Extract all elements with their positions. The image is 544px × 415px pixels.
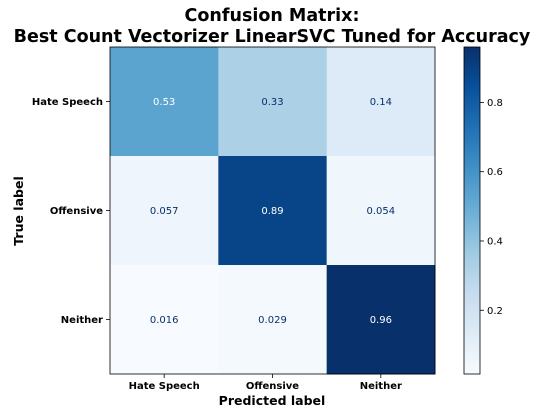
heatmap-cell — [110, 47, 219, 157]
colorbar-tick-label: 0.4 — [487, 236, 503, 247]
colorbar-tick-label: 0.8 — [487, 98, 503, 109]
x-tick-label: Offensive — [246, 381, 299, 392]
x-tick-label: Neither — [360, 381, 402, 392]
y-tick-label: Offensive — [50, 206, 103, 217]
heatmap-cell — [326, 156, 436, 266]
colorbar — [463, 46, 481, 375]
heatmap-cell — [218, 47, 328, 157]
cell-value-label: 0.016 — [150, 315, 179, 326]
cell-value-label: 0.53 — [153, 97, 175, 108]
heatmap-cell — [218, 265, 328, 375]
heatmap-cell — [218, 156, 328, 266]
y-tick-label: Hate Speech — [32, 97, 103, 108]
cell-value-label: 0.054 — [367, 206, 396, 217]
heatmap-cell — [326, 47, 436, 157]
cell-value-label: 0.89 — [261, 206, 283, 217]
cell-value-label: 0.33 — [261, 97, 283, 108]
heatmap-cell — [110, 156, 219, 266]
x-tick-label: Hate Speech — [129, 381, 200, 392]
colorbar-tick-label: 0.2 — [487, 306, 503, 317]
x-axis-label: Predicted label — [219, 393, 326, 408]
cell-value-label: 0.96 — [370, 315, 392, 326]
colorbar-ticks: 0.2 0.4 0.6 0.8 — [480, 98, 503, 317]
axis-ticks: Hate Speech Offensive Neither Hate Speech Of… — [32, 97, 402, 392]
colorbar-tick-label: 0.6 — [487, 167, 503, 178]
y-axis-label: True label — [11, 176, 26, 245]
heatmap-cells: 0.53 0.33 0.14 0.057 0.89 0.054 0.016 0.029 0.96 — [110, 47, 436, 375]
cell-value-label: 0.029 — [258, 315, 287, 326]
heatmap-cell — [326, 265, 436, 375]
cell-value-label: 0.057 — [150, 206, 179, 217]
cell-value-label: 0.14 — [370, 97, 392, 108]
heatmap-cell — [110, 265, 219, 375]
chart-title-line2: Best Count Vectorizer LinearSVC Tuned fo… — [14, 27, 531, 47]
chart-title-line1: Confusion Matrix: — [185, 6, 360, 26]
y-tick-label: Neither — [61, 315, 103, 326]
